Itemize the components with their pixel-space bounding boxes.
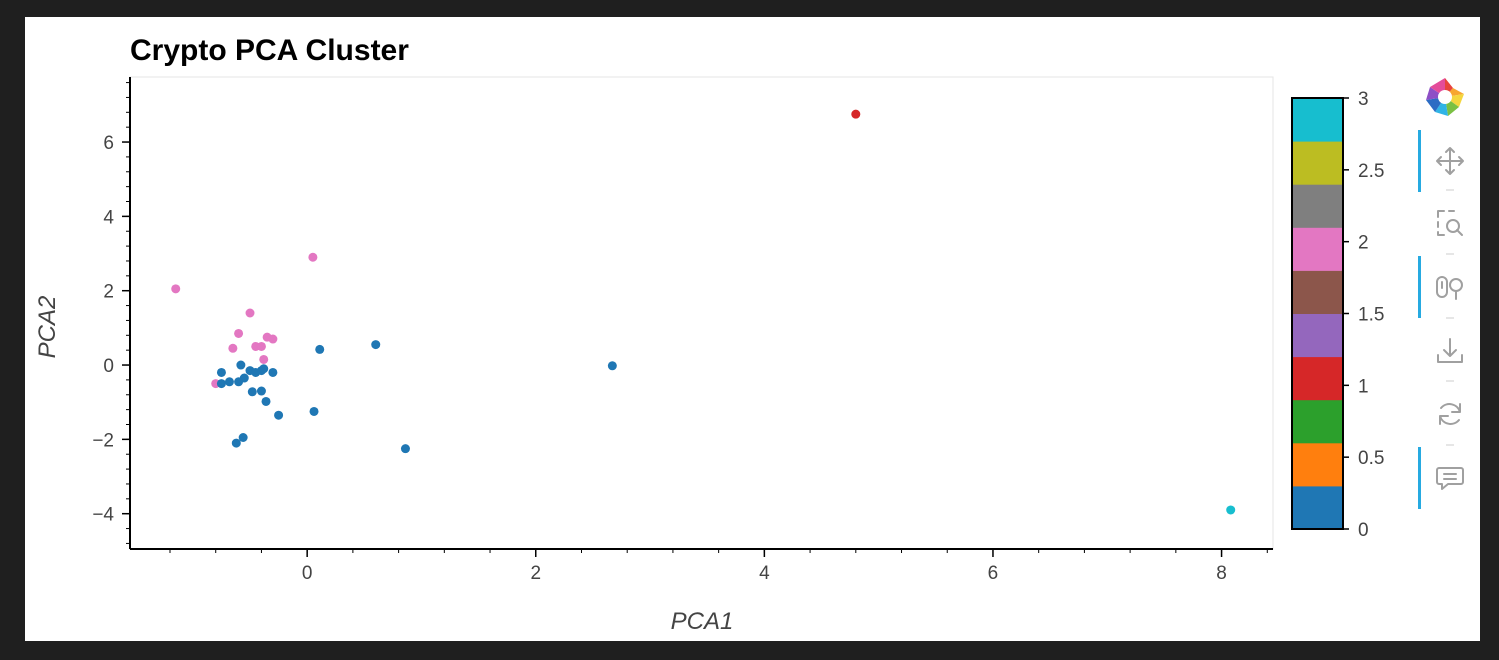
toolbar (1418, 78, 1464, 509)
data-point[interactable] (308, 252, 318, 262)
active-tool-indicator (1418, 447, 1421, 509)
save-tool[interactable] (1437, 317, 1463, 363)
colorbar-tick-label: 2 (1358, 233, 1369, 254)
reset-tool[interactable] (1439, 380, 1461, 425)
data-points[interactable] (171, 109, 1236, 515)
colorbar: 0 0.5 1 1.5 2 2.5 3 (1291, 89, 1384, 541)
plot-area-frame (129, 76, 1274, 550)
x-tick-label: 2 (530, 563, 541, 584)
x-tick-label: 4 (759, 563, 770, 584)
save-icon (1437, 338, 1463, 363)
data-point[interactable] (256, 341, 266, 351)
data-point[interactable] (238, 433, 248, 443)
x-tick-label: 8 (1216, 563, 1227, 584)
hover-icon (1436, 467, 1464, 490)
data-point[interactable] (228, 343, 238, 353)
data-point[interactable] (261, 396, 271, 406)
colorbar-segment (1292, 442, 1343, 487)
colorbar-segment (1292, 227, 1343, 271)
active-tool-indicator (1418, 130, 1421, 192)
data-point[interactable] (268, 367, 278, 377)
data-point[interactable] (216, 367, 226, 377)
colorbar-tick-label: 0 (1358, 520, 1369, 541)
data-point[interactable] (247, 387, 257, 397)
data-point[interactable] (224, 377, 234, 387)
data-point[interactable] (1226, 505, 1236, 515)
y-tick-label: 2 (103, 282, 114, 303)
data-point[interactable] (259, 354, 269, 364)
colorbar-segment (1292, 141, 1343, 185)
colorbar-tick-label: 0.5 (1358, 448, 1384, 469)
y-tick-label: −4 (92, 505, 114, 526)
y-tick-label: 0 (103, 356, 114, 377)
chart-title: Crypto PCA Cluster (130, 34, 409, 67)
data-point[interactable] (245, 308, 255, 318)
colorbar-tick-label: 3 (1358, 89, 1369, 110)
y-tick-label: 6 (103, 133, 114, 154)
colorbar-tick-label: 1 (1358, 376, 1369, 397)
data-point[interactable] (400, 444, 410, 454)
y-axis-label: PCA2 (34, 296, 61, 359)
active-tool-indicator (1418, 256, 1421, 318)
x-axis-label: PCA1 (671, 608, 734, 635)
colorbar-segment (1292, 399, 1343, 444)
reset-icon (1439, 403, 1461, 425)
axes: 0 2 4 6 8 −4 −2 0 2 4 6 (92, 77, 1273, 584)
data-point[interactable] (259, 364, 269, 374)
data-point[interactable] (274, 410, 284, 420)
plot-panel: Crypto PCA Cluster 0 2 4 6 8 −4 −2 0 2 4 6 PCA1 PC… (25, 17, 1480, 641)
data-point[interactable] (851, 109, 861, 119)
data-point[interactable] (236, 360, 246, 370)
data-point[interactable] (315, 344, 325, 354)
x-tick-label: 0 (302, 563, 313, 584)
data-point[interactable] (309, 406, 319, 416)
data-point[interactable] (234, 377, 244, 387)
colorbar-tick-label: 1.5 (1358, 305, 1384, 326)
bokeh-logo-icon[interactable] (1426, 78, 1464, 116)
data-point[interactable] (234, 328, 244, 338)
colorbar-segment (1292, 98, 1343, 142)
hover-tool[interactable] (1418, 444, 1464, 509)
x-tick-label: 6 (988, 563, 999, 584)
scatter-chart: Crypto PCA Cluster 0 2 4 6 8 −4 −2 0 2 4 6 PCA1 PC… (34, 34, 1464, 635)
data-point[interactable] (268, 334, 278, 344)
colorbar-segment (1292, 313, 1343, 358)
data-point[interactable] (216, 379, 226, 389)
y-tick-label: 4 (103, 207, 114, 228)
y-tick-label: −2 (92, 430, 114, 451)
move-icon (1436, 147, 1464, 175)
data-point[interactable] (171, 284, 181, 294)
data-point[interactable] (231, 438, 241, 448)
wheel-zoom-tool[interactable] (1418, 253, 1463, 318)
box-zoom-icon (1437, 210, 1463, 236)
box-zoom-tool[interactable] (1437, 189, 1463, 236)
data-point[interactable] (256, 386, 266, 396)
colorbar-tick-label: 2.5 (1358, 161, 1384, 182)
colorbar-segment (1292, 184, 1343, 228)
pan-tool[interactable] (1418, 130, 1464, 192)
colorbar-segment (1292, 485, 1343, 530)
data-point[interactable] (607, 361, 617, 371)
colorbar-segment (1292, 270, 1343, 314)
wheel-zoom-icon (1436, 276, 1463, 300)
colorbar-segment (1292, 356, 1343, 401)
data-point[interactable] (371, 340, 381, 350)
